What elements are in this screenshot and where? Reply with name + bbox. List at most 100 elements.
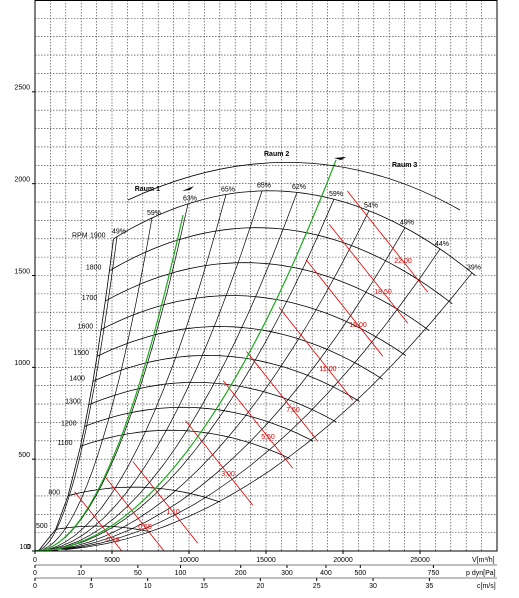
efficiency-label: 59% <box>329 191 343 198</box>
rpm-curve <box>92 354 360 402</box>
efficiency-line <box>60 227 406 550</box>
system-curve <box>35 214 184 551</box>
c-tick-label: 5 <box>89 583 93 590</box>
efficiency-label: 39% <box>467 265 481 272</box>
efficiency-line <box>65 272 473 550</box>
rpm-curve <box>80 429 291 460</box>
efficiency-label: 62% <box>292 184 306 191</box>
x-tick-label: 15000 <box>256 557 276 564</box>
rpm-label: 1100 <box>57 440 72 447</box>
y-tick-label: 0 <box>26 544 30 551</box>
room-marker <box>182 186 194 191</box>
rpm-curve <box>84 406 314 442</box>
pdyn-axis-label: p dyn[Pa] <box>466 570 496 577</box>
rpm-label: 1700 <box>82 295 98 302</box>
power-label: 18,50 <box>374 289 392 296</box>
efficiency-line <box>40 236 118 550</box>
rpm-curve <box>100 295 407 357</box>
efficiency-line <box>63 248 441 550</box>
x-tick-label: 10000 <box>179 557 199 564</box>
efficiency-line <box>55 199 335 550</box>
system-curve <box>35 159 337 551</box>
rpm-curve <box>105 262 430 331</box>
rpm-label: 500 <box>36 523 48 530</box>
power-line <box>74 491 123 551</box>
power-line <box>305 259 384 357</box>
c-tick-label: 10 <box>144 583 152 590</box>
c-tick-label: 20 <box>256 583 264 590</box>
efficiency-label: 65% <box>221 186 235 193</box>
power-label: 1,10 <box>166 509 180 516</box>
c-tick-label: 0 <box>33 583 37 590</box>
power-line <box>346 190 429 293</box>
room-arc <box>127 161 461 211</box>
pdyn-tick-label: 0 <box>33 570 37 577</box>
rpm-label: 1500 <box>73 350 89 357</box>
power-label: 7,50 <box>286 407 300 414</box>
rpm-label: 800 <box>48 489 60 496</box>
efficiency-line <box>48 194 227 550</box>
c-tick-label: 35 <box>425 583 433 590</box>
y-tick-label: 1000 <box>14 360 30 367</box>
y-tick-label: 2000 <box>14 177 30 184</box>
curves <box>35 157 476 551</box>
power-line <box>185 420 254 506</box>
efficiency-label: 54% <box>364 203 378 210</box>
rpm-label: 1800 <box>86 265 102 272</box>
efficiency-label: 49% <box>112 228 126 235</box>
pdyn-tick-label: 500 <box>354 570 366 577</box>
room-label: Raum 2 <box>264 151 289 158</box>
power-label: 3,00 <box>221 471 235 478</box>
room-label: Raum 3 <box>392 162 417 169</box>
pdyn-tick-label: 100 <box>175 570 187 577</box>
surge-line <box>35 238 114 551</box>
y-tick-label: 1500 <box>14 268 30 275</box>
rpm-label: 1900 <box>90 233 106 240</box>
c-tick-label: 15 <box>200 583 208 590</box>
efficiency-label: 63% <box>183 196 197 203</box>
rpm-label: 1300 <box>65 399 81 406</box>
rpm-title: RPM <box>72 233 88 240</box>
c-axis-label: c[m/s] <box>477 583 496 590</box>
grid <box>35 0 497 551</box>
pdyn-tick-label: 300 <box>281 570 293 577</box>
y-tick-label: 500 <box>18 452 30 459</box>
power-label: 11,00 <box>320 366 337 373</box>
power-line <box>278 307 354 401</box>
power-line <box>222 380 294 469</box>
rpm-label: 100 <box>19 544 31 551</box>
efficiency-line <box>43 217 153 550</box>
y-tick-label: 2500 <box>14 85 30 92</box>
rpm-curve <box>109 227 453 305</box>
rpm-label: 1400 <box>69 375 85 382</box>
power-label: 5,50 <box>261 434 275 441</box>
efficiency-label: 65% <box>257 183 271 190</box>
power-label: 15,00 <box>349 322 367 329</box>
room-marker <box>334 157 346 160</box>
rpm-label: 1200 <box>61 420 77 427</box>
rpm-curve <box>113 190 476 276</box>
power-label: 22,00 <box>394 258 412 265</box>
efficiency-line <box>58 210 370 550</box>
power-line <box>246 351 319 442</box>
x-axis-label: V[m³/h] <box>472 557 495 564</box>
pdyn-tick-label: 400 <box>320 570 332 577</box>
efficiency-label: 44% <box>435 241 449 248</box>
x-tick-label: 5000 <box>104 557 120 564</box>
x-tick-label: 0 <box>33 557 37 564</box>
x-tick-label: 20000 <box>333 557 353 564</box>
efficiency-label: 59% <box>147 210 161 217</box>
rpm-curve <box>96 326 383 380</box>
rpm-curve <box>55 525 151 533</box>
efficiency-label: 49% <box>400 219 414 226</box>
c-tick-label: 25 <box>313 583 321 590</box>
x-tick-label: 25000 <box>410 557 430 564</box>
power-line <box>105 477 165 551</box>
pdyn-tick-label: 10 <box>77 570 85 577</box>
power-line <box>132 461 199 544</box>
pdyn-tick-label: 200 <box>235 570 247 577</box>
rpm-label: 1600 <box>78 323 94 330</box>
efficiency-line <box>50 190 263 550</box>
